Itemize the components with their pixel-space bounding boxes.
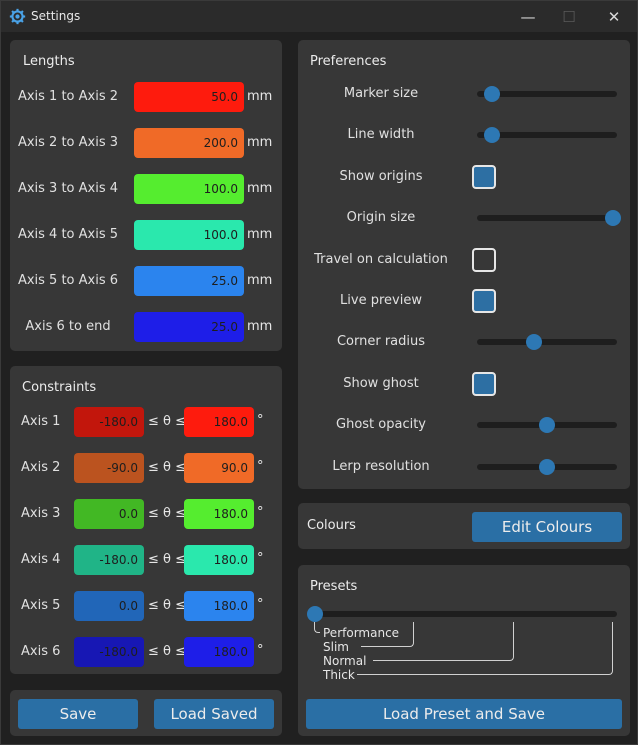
preference-slider-track[interactable] — [477, 215, 617, 222]
length-input[interactable]: 25.0 — [134, 312, 244, 342]
constraint-unit: ° — [257, 413, 264, 428]
preset-bracket-performance — [314, 622, 320, 633]
constraint-min-input[interactable]: -180.0 — [74, 407, 144, 437]
preset-option-thick[interactable]: Thick — [323, 668, 355, 682]
length-unit: mm — [247, 181, 273, 196]
preference-checkbox[interactable] — [472, 164, 496, 189]
constraint-max-input[interactable]: 90.0 — [184, 453, 254, 483]
length-label: Axis 1 to Axis 2 — [17, 89, 119, 104]
constraint-min-input[interactable]: 0.0 — [74, 591, 144, 621]
constraint-max-input[interactable]: 180.0 — [184, 591, 254, 621]
lengths-title: Lengths — [23, 54, 75, 69]
preference-label: Live preview — [340, 293, 422, 308]
constraint-label: Axis 4 — [21, 552, 61, 567]
minimize-button[interactable]: — — [520, 7, 536, 26]
preference-label: Show ghost — [343, 375, 419, 391]
length-input[interactable]: 100.0 — [134, 174, 244, 204]
length-label: Axis 6 to end — [25, 319, 111, 334]
constraint-max-input[interactable]: 180.0 — [184, 499, 254, 529]
window-title: Settings — [31, 9, 81, 23]
length-unit: mm — [247, 319, 273, 334]
constraint-unit: ° — [257, 459, 264, 474]
constraint-separator: ≤ θ ≤ — [148, 506, 187, 521]
constraint-min-input[interactable]: -90.0 — [74, 453, 144, 483]
constraint-max-input[interactable]: 180.0 — [184, 637, 254, 667]
constraint-separator: ≤ θ ≤ — [148, 598, 187, 613]
length-label: Axis 4 to Axis 5 — [17, 227, 119, 242]
preset-bracket-slim — [361, 622, 414, 647]
length-unit: mm — [247, 89, 273, 104]
constraint-label: Axis 2 — [21, 460, 61, 475]
constraint-label: Axis 3 — [21, 506, 61, 521]
preference-slider-track[interactable] — [477, 132, 617, 139]
constraint-min-input[interactable]: 0.0 — [74, 499, 144, 529]
constraints-title: Constraints — [22, 380, 97, 395]
constraint-separator: ≤ θ ≤ — [148, 552, 187, 567]
constraint-label: Axis 1 — [21, 414, 61, 429]
preferences-panel: Preferences — [298, 40, 630, 489]
preference-slider-thumb[interactable] — [525, 334, 542, 351]
preference-checkbox[interactable] — [472, 371, 496, 396]
preset-option-performance[interactable]: Performance — [323, 626, 400, 640]
preference-slider-thumb[interactable] — [539, 417, 555, 434]
save-button[interactable]: Save — [18, 699, 138, 729]
preference-checkbox[interactable] — [472, 289, 496, 313]
preference-slider-thumb[interactable] — [605, 210, 621, 227]
preference-label: Show origins — [339, 168, 423, 184]
constraint-label: Axis 5 — [21, 598, 61, 613]
preference-slider-thumb[interactable] — [483, 127, 500, 144]
load-saved-button[interactable]: Load Saved — [154, 699, 274, 729]
preference-label: Travel on calculation — [314, 251, 448, 267]
presets-title: Presets — [310, 579, 358, 594]
presets-slider-track[interactable] — [314, 611, 617, 617]
preset-bracket-thick — [357, 622, 613, 675]
constraint-unit: ° — [257, 597, 264, 612]
edit-colours-button[interactable]: Edit Colours — [472, 512, 622, 542]
length-unit: mm — [247, 227, 273, 242]
preference-label: Corner radius — [336, 334, 426, 350]
preferences-title: Preferences — [310, 54, 387, 69]
constraint-unit: ° — [257, 505, 264, 520]
preference-label: Line width — [347, 127, 415, 143]
length-label: Axis 3 to Axis 4 — [17, 181, 119, 196]
length-input[interactable]: 25.0 — [134, 266, 244, 296]
preference-label: Marker size — [343, 86, 419, 101]
length-label: Axis 2 to Axis 3 — [17, 135, 119, 150]
constraint-separator: ≤ θ ≤ — [148, 460, 187, 475]
preference-label: Origin size — [346, 210, 416, 226]
gear-icon — [9, 8, 26, 25]
constraint-label: Axis 6 — [21, 644, 61, 659]
constraint-min-input[interactable]: -180.0 — [74, 637, 144, 667]
preference-label: Ghost opacity — [336, 417, 426, 433]
length-unit: mm — [247, 135, 273, 150]
constraint-unit: ° — [257, 551, 264, 566]
preference-slider-thumb[interactable] — [483, 86, 500, 102]
close-button[interactable]: ✕ — [607, 7, 621, 26]
title-bar: Settings — ☐ ✕ — [1, 1, 637, 32]
constraint-min-input[interactable]: -180.0 — [74, 545, 144, 575]
preference-checkbox[interactable] — [472, 247, 496, 272]
constraint-unit: ° — [257, 643, 264, 658]
load-preset-and-save-button[interactable]: Load Preset and Save — [306, 699, 622, 729]
preference-slider-thumb[interactable] — [539, 458, 555, 475]
length-unit: mm — [247, 273, 273, 288]
constraint-max-input[interactable]: 180.0 — [184, 407, 254, 437]
preference-label: Lerp resolution — [332, 458, 430, 474]
presets-slider-thumb[interactable] — [307, 606, 323, 622]
preset-option-normal[interactable]: Normal — [323, 654, 367, 668]
preset-option-slim[interactable]: Slim — [323, 640, 349, 654]
preset-bracket-normal — [373, 622, 514, 661]
constraint-max-input[interactable]: 180.0 — [184, 545, 254, 575]
colours-label: Colours — [307, 518, 356, 533]
constraint-separator: ≤ θ ≤ — [148, 644, 187, 659]
preference-slider-track[interactable] — [477, 91, 617, 97]
length-label: Axis 5 to Axis 6 — [17, 273, 119, 288]
length-input[interactable]: 50.0 — [134, 82, 244, 112]
preference-slider-track[interactable] — [477, 339, 617, 346]
length-input[interactable]: 100.0 — [134, 220, 244, 250]
constraint-separator: ≤ θ ≤ — [148, 414, 187, 429]
maximize-button[interactable]: ☐ — [562, 7, 576, 26]
length-input[interactable]: 200.0 — [134, 128, 244, 158]
